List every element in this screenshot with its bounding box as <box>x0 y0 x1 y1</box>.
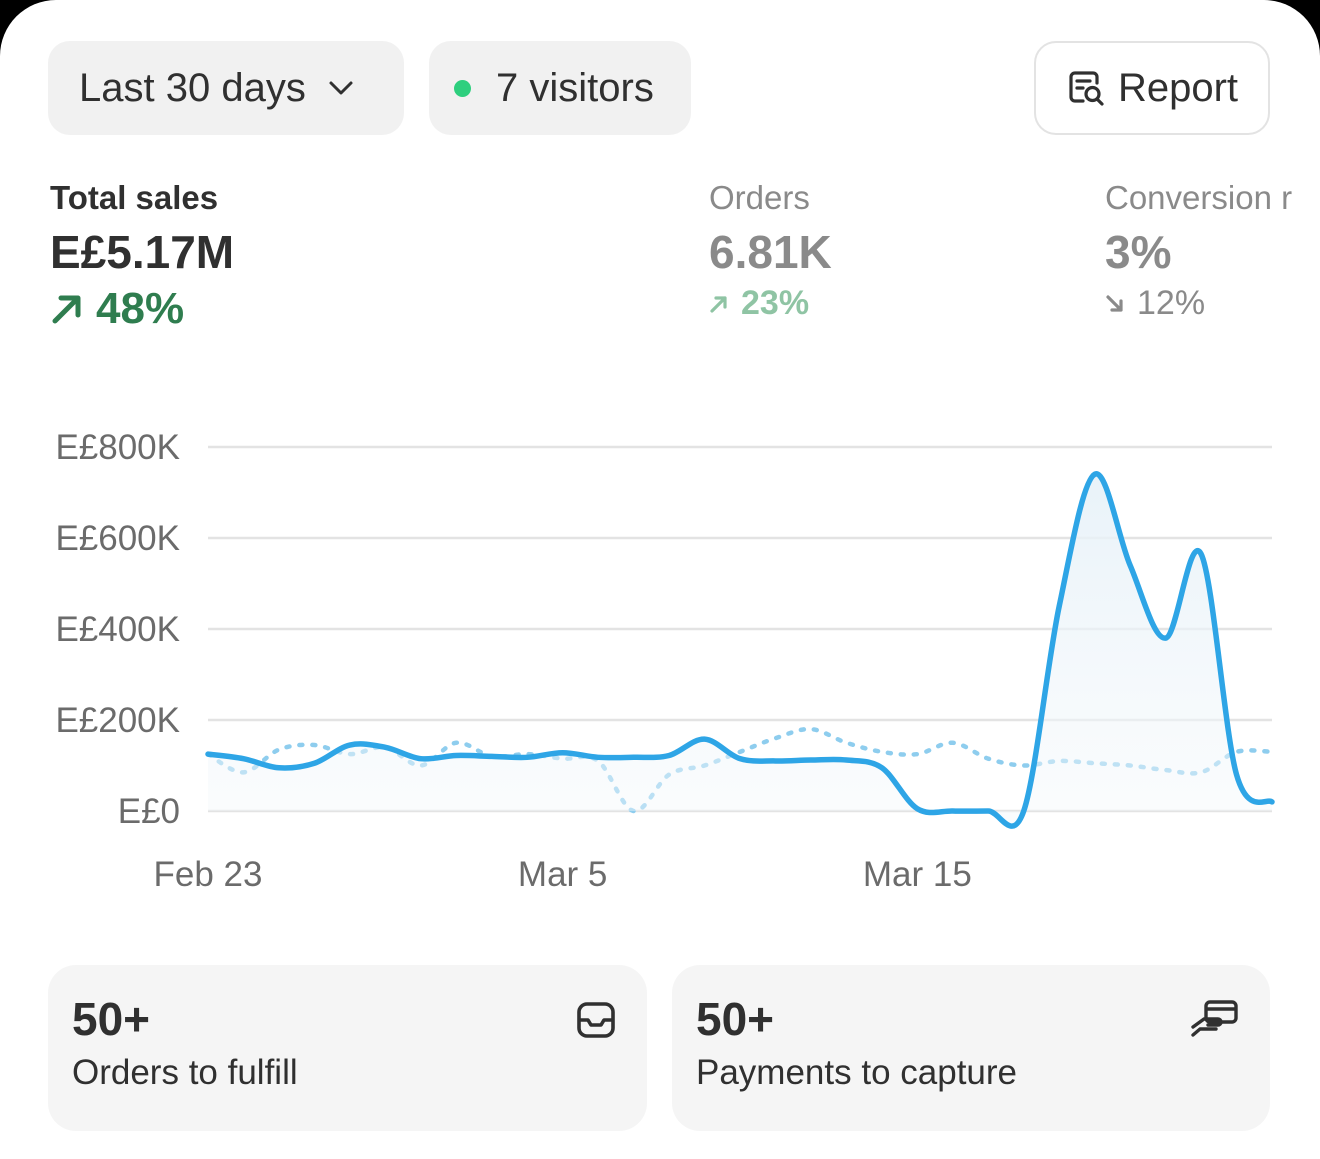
sales-series-line <box>205 471 1275 829</box>
y-tick-label: E£0 <box>118 792 180 831</box>
x-tick-label: Mar 5 <box>518 855 607 894</box>
metric-change-value: 23% <box>741 284 810 322</box>
x-tick-label: Mar 15 <box>863 855 972 894</box>
arrow-up-right-icon <box>709 294 729 314</box>
chevron-down-icon <box>328 80 354 96</box>
tile-label: Payments to capture <box>696 1053 1017 1092</box>
arrow-down-right-icon <box>1105 294 1125 314</box>
report-search-icon <box>1066 68 1106 108</box>
y-tick-label: E£600K <box>55 519 180 558</box>
metric-conversion[interactable]: Conversion r 3% 12% <box>1105 178 1292 323</box>
metric-change-value: 48% <box>96 284 185 333</box>
tile-count: 50+ <box>696 993 775 1045</box>
metric-label: Conversion r <box>1105 179 1293 216</box>
report-label: Report <box>1117 65 1239 110</box>
date-range-label: Last 30 days <box>79 65 306 110</box>
tile-label: Orders to fulfill <box>72 1053 298 1092</box>
metric-change: 48% <box>50 284 234 334</box>
metric-change-value: 12% <box>1137 284 1206 322</box>
inbox-icon <box>575 999 617 1041</box>
live-visitors-pill[interactable]: 7 visitors <box>429 41 691 135</box>
y-tick-label: E£400K <box>55 610 180 649</box>
x-tick-label: Feb 23 <box>154 855 263 894</box>
metric-value: E£5.17M <box>50 226 235 278</box>
metric-change: 23% <box>709 284 832 323</box>
comparison-series-line <box>205 726 1275 814</box>
orders-to-fulfill-tile[interactable]: 50+ Orders to fulfill <box>48 965 647 1131</box>
metric-value: 6.81K <box>709 226 832 278</box>
metric-orders[interactable]: Orders 6.81K 23% <box>709 178 832 323</box>
date-range-selector[interactable]: Last 30 days <box>48 41 404 135</box>
live-dot-icon <box>454 79 471 97</box>
metric-label: Orders <box>709 179 810 216</box>
metric-label: Total sales <box>50 179 219 216</box>
report-button[interactable]: Report <box>1034 41 1270 135</box>
series-area <box>208 473 1272 827</box>
sales-line-chart: E£800K E£600K E£400K E£200K E£0 Feb 23 Mar 5 Ma… <box>55 428 1275 894</box>
y-tick-label: E£800K <box>55 428 180 467</box>
arrow-up-right-icon <box>50 292 84 326</box>
visitors-count: 7 visitors <box>496 65 654 110</box>
hand-card-icon <box>1190 999 1240 1039</box>
metric-change: 12% <box>1105 284 1292 323</box>
y-tick-label: E£200K <box>55 701 180 740</box>
metric-total-sales[interactable]: Total sales E£5.17M 48% <box>50 178 234 334</box>
metric-value: 3% <box>1105 226 1172 278</box>
payments-to-capture-tile[interactable]: 50+ Payments to capture <box>672 965 1270 1131</box>
tile-count: 50+ <box>72 993 151 1045</box>
